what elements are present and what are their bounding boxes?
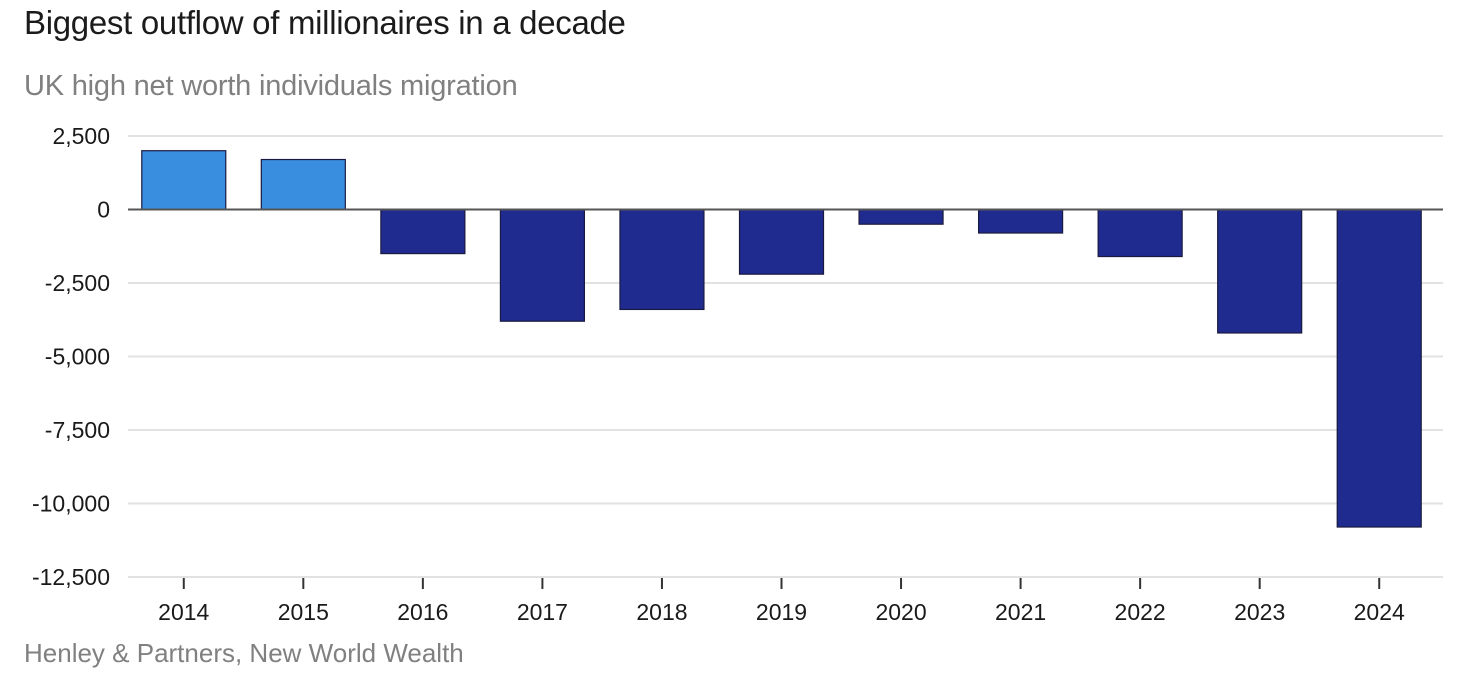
x-tick-label: 2023 [1234, 599, 1285, 625]
x-tick-label: 2021 [995, 599, 1046, 625]
tick-labels: 2,500 0 -2,500 -5,000 -7,500 -10,000 -12,500 20… [32, 123, 1405, 625]
x-tick-label: 2018 [636, 599, 687, 625]
y-tick-label: 2,500 [52, 123, 110, 149]
y-tick-label: -5,000 [45, 344, 110, 370]
y-tick-label: 0 [97, 197, 110, 223]
y-tick-label: -12,500 [32, 564, 110, 590]
bar-2021 [977, 208, 1064, 234]
x-tick-label: 2015 [278, 599, 329, 625]
x-tick-label: 2014 [158, 599, 209, 625]
x-tick-label: 2020 [875, 599, 926, 625]
x-tick-label: 2019 [756, 599, 807, 625]
bars [141, 150, 1422, 528]
axes [128, 208, 1443, 589]
bar-2015 [260, 158, 346, 211]
bar-2020 [858, 208, 944, 225]
y-tick-label: -10,000 [32, 491, 110, 517]
bar-2022 [1097, 208, 1183, 258]
x-tick-label: 2022 [1115, 599, 1166, 625]
bar-2023 [1217, 208, 1303, 334]
bar-2016 [380, 208, 466, 255]
y-tick-label: -2,500 [45, 270, 110, 296]
chart-title: Biggest outflow of millionaires in a dec… [24, 4, 626, 41]
chart-subtitle: UK high net worth individuals migration [24, 70, 518, 102]
bar-2019 [738, 208, 825, 275]
y-tick-label: -7,500 [45, 417, 110, 443]
x-tick-label: 2024 [1354, 599, 1405, 625]
x-tick-label: 2017 [517, 599, 568, 625]
source-note: Henley & Partners, New World Wealth [24, 638, 464, 668]
x-tick-label: 2016 [397, 599, 448, 625]
bar-2024 [1336, 208, 1422, 528]
bar-2017 [499, 208, 586, 322]
bar-2018 [619, 208, 705, 311]
bar-2014 [141, 150, 227, 211]
